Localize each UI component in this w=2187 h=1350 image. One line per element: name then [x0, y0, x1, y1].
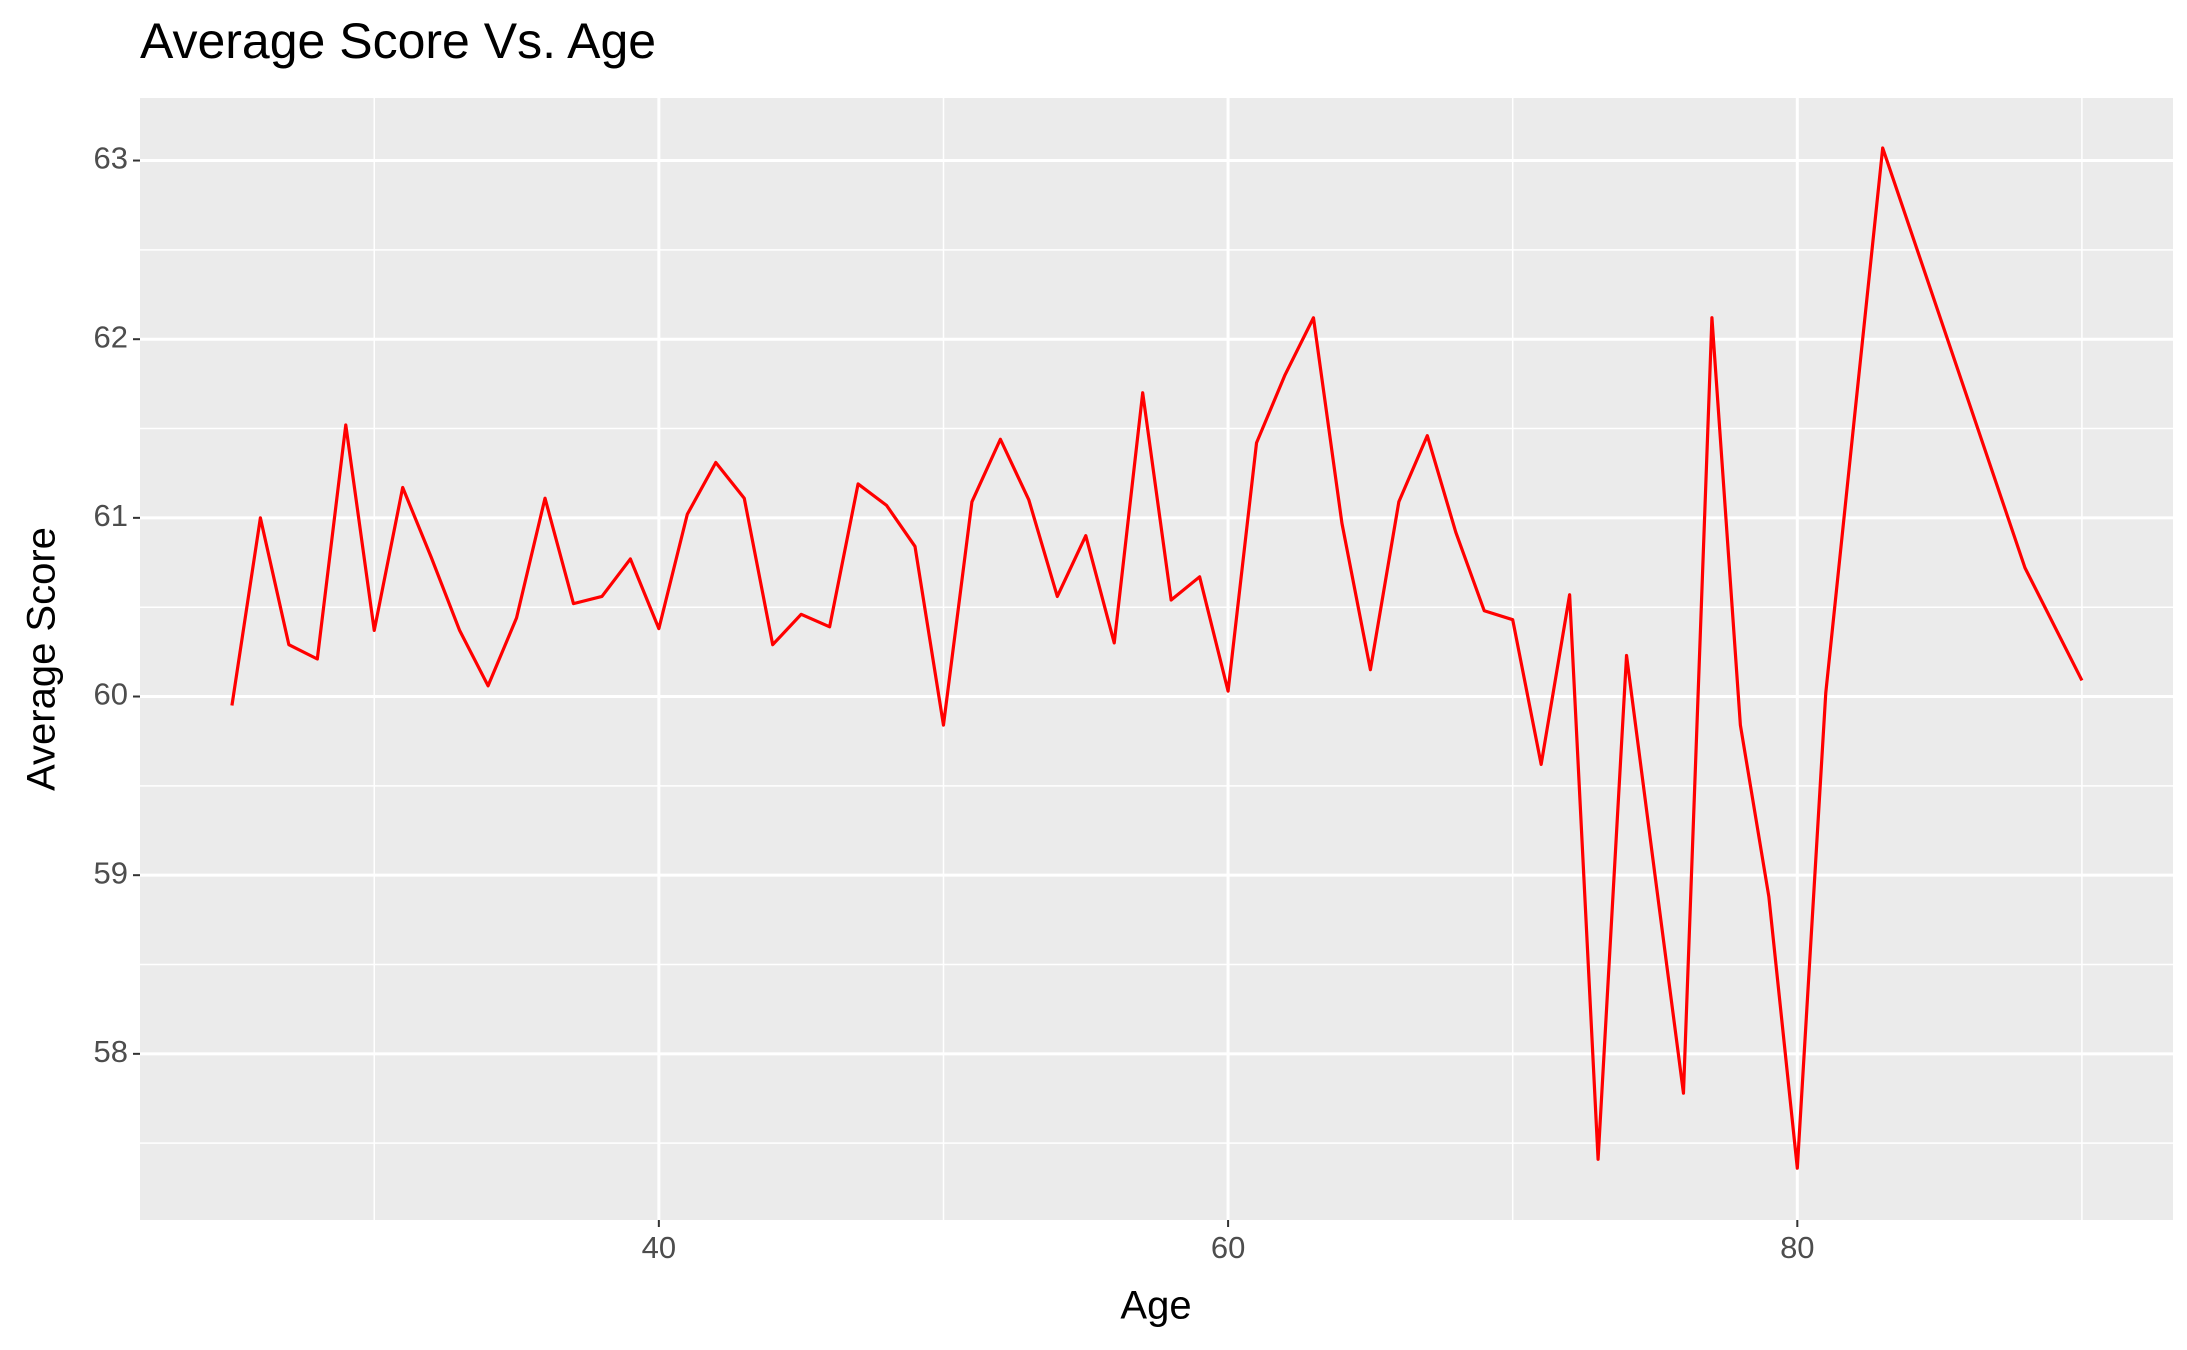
y-axis-title: Average Score — [20, 527, 64, 791]
y-tick-label: 61 — [94, 498, 128, 533]
x-tick-label: 60 — [1211, 1230, 1245, 1265]
x-tick-label: 80 — [1780, 1230, 1814, 1265]
y-tick-label: 62 — [94, 319, 128, 354]
y-tick-label: 59 — [94, 855, 128, 890]
chart-title: Average Score Vs. Age — [140, 13, 656, 69]
data-line — [230, 146, 2084, 1170]
y-tick-label: 63 — [94, 141, 128, 176]
y-tick-label: 60 — [94, 677, 128, 712]
plot-panel — [140, 98, 2173, 1220]
y-tick-label: 58 — [94, 1034, 128, 1069]
x-tick-label: 40 — [642, 1230, 676, 1265]
x-axis-title: Age — [1120, 1284, 1191, 1328]
